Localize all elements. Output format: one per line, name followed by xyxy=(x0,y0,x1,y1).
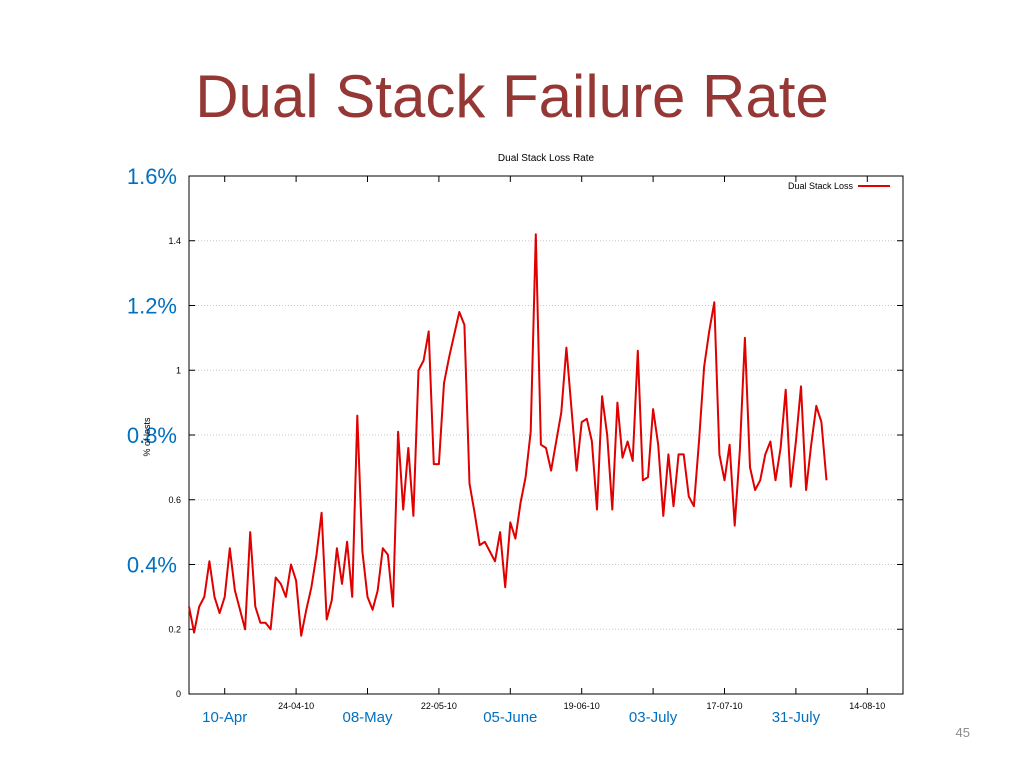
overlay-y-label: 0.8% xyxy=(127,423,177,448)
legend-label: Dual Stack Loss xyxy=(788,181,854,191)
overlay-y-label: 1.2% xyxy=(127,294,177,319)
y-axis-label: % of losts xyxy=(142,417,152,457)
overlay-x-label: 31-July xyxy=(772,709,821,726)
overlay-labels: 1.6% 1.2% 0.8% 0.4% 10-Apr 08-May 05-June 03-Ju… xyxy=(127,164,821,726)
page-number: 45 xyxy=(955,725,970,740)
y-tick-label: 0 xyxy=(176,689,181,699)
overlay-y-label: 0.4% xyxy=(127,553,177,578)
y-tick-label: 1 xyxy=(176,365,181,375)
series-line xyxy=(188,233,828,637)
legend: Dual Stack Loss xyxy=(788,181,890,191)
axis-ticks: 0 0.2 0.6 1 1.4 24-04-10 22-05-10 19-06-10 17-07… xyxy=(168,176,903,711)
x-tick-label: 22-05-10 xyxy=(421,701,457,711)
y-tick-label: 1.4 xyxy=(168,236,181,246)
x-tick-label: 14-08-10 xyxy=(849,701,885,711)
x-tick-label: 17-07-10 xyxy=(706,701,742,711)
overlay-x-label: 05-June xyxy=(483,709,537,726)
x-tick-label: 24-04-10 xyxy=(278,701,314,711)
y-tick-label: 0.6 xyxy=(168,495,181,505)
overlay-x-label: 10-Apr xyxy=(202,709,247,726)
overlay-y-label: 1.6% xyxy=(127,164,177,189)
y-tick-label: 0.2 xyxy=(168,624,181,634)
series-layer xyxy=(188,233,828,637)
chart-title: Dual Stack Loss Rate xyxy=(498,153,595,164)
overlay-x-label: 08-May xyxy=(342,709,393,726)
overlay-x-label: 03-July xyxy=(629,709,678,726)
slide-title: Dual Stack Failure Rate xyxy=(195,63,829,130)
grid-lines xyxy=(189,240,903,630)
x-tick-label: 19-06-10 xyxy=(564,701,600,711)
